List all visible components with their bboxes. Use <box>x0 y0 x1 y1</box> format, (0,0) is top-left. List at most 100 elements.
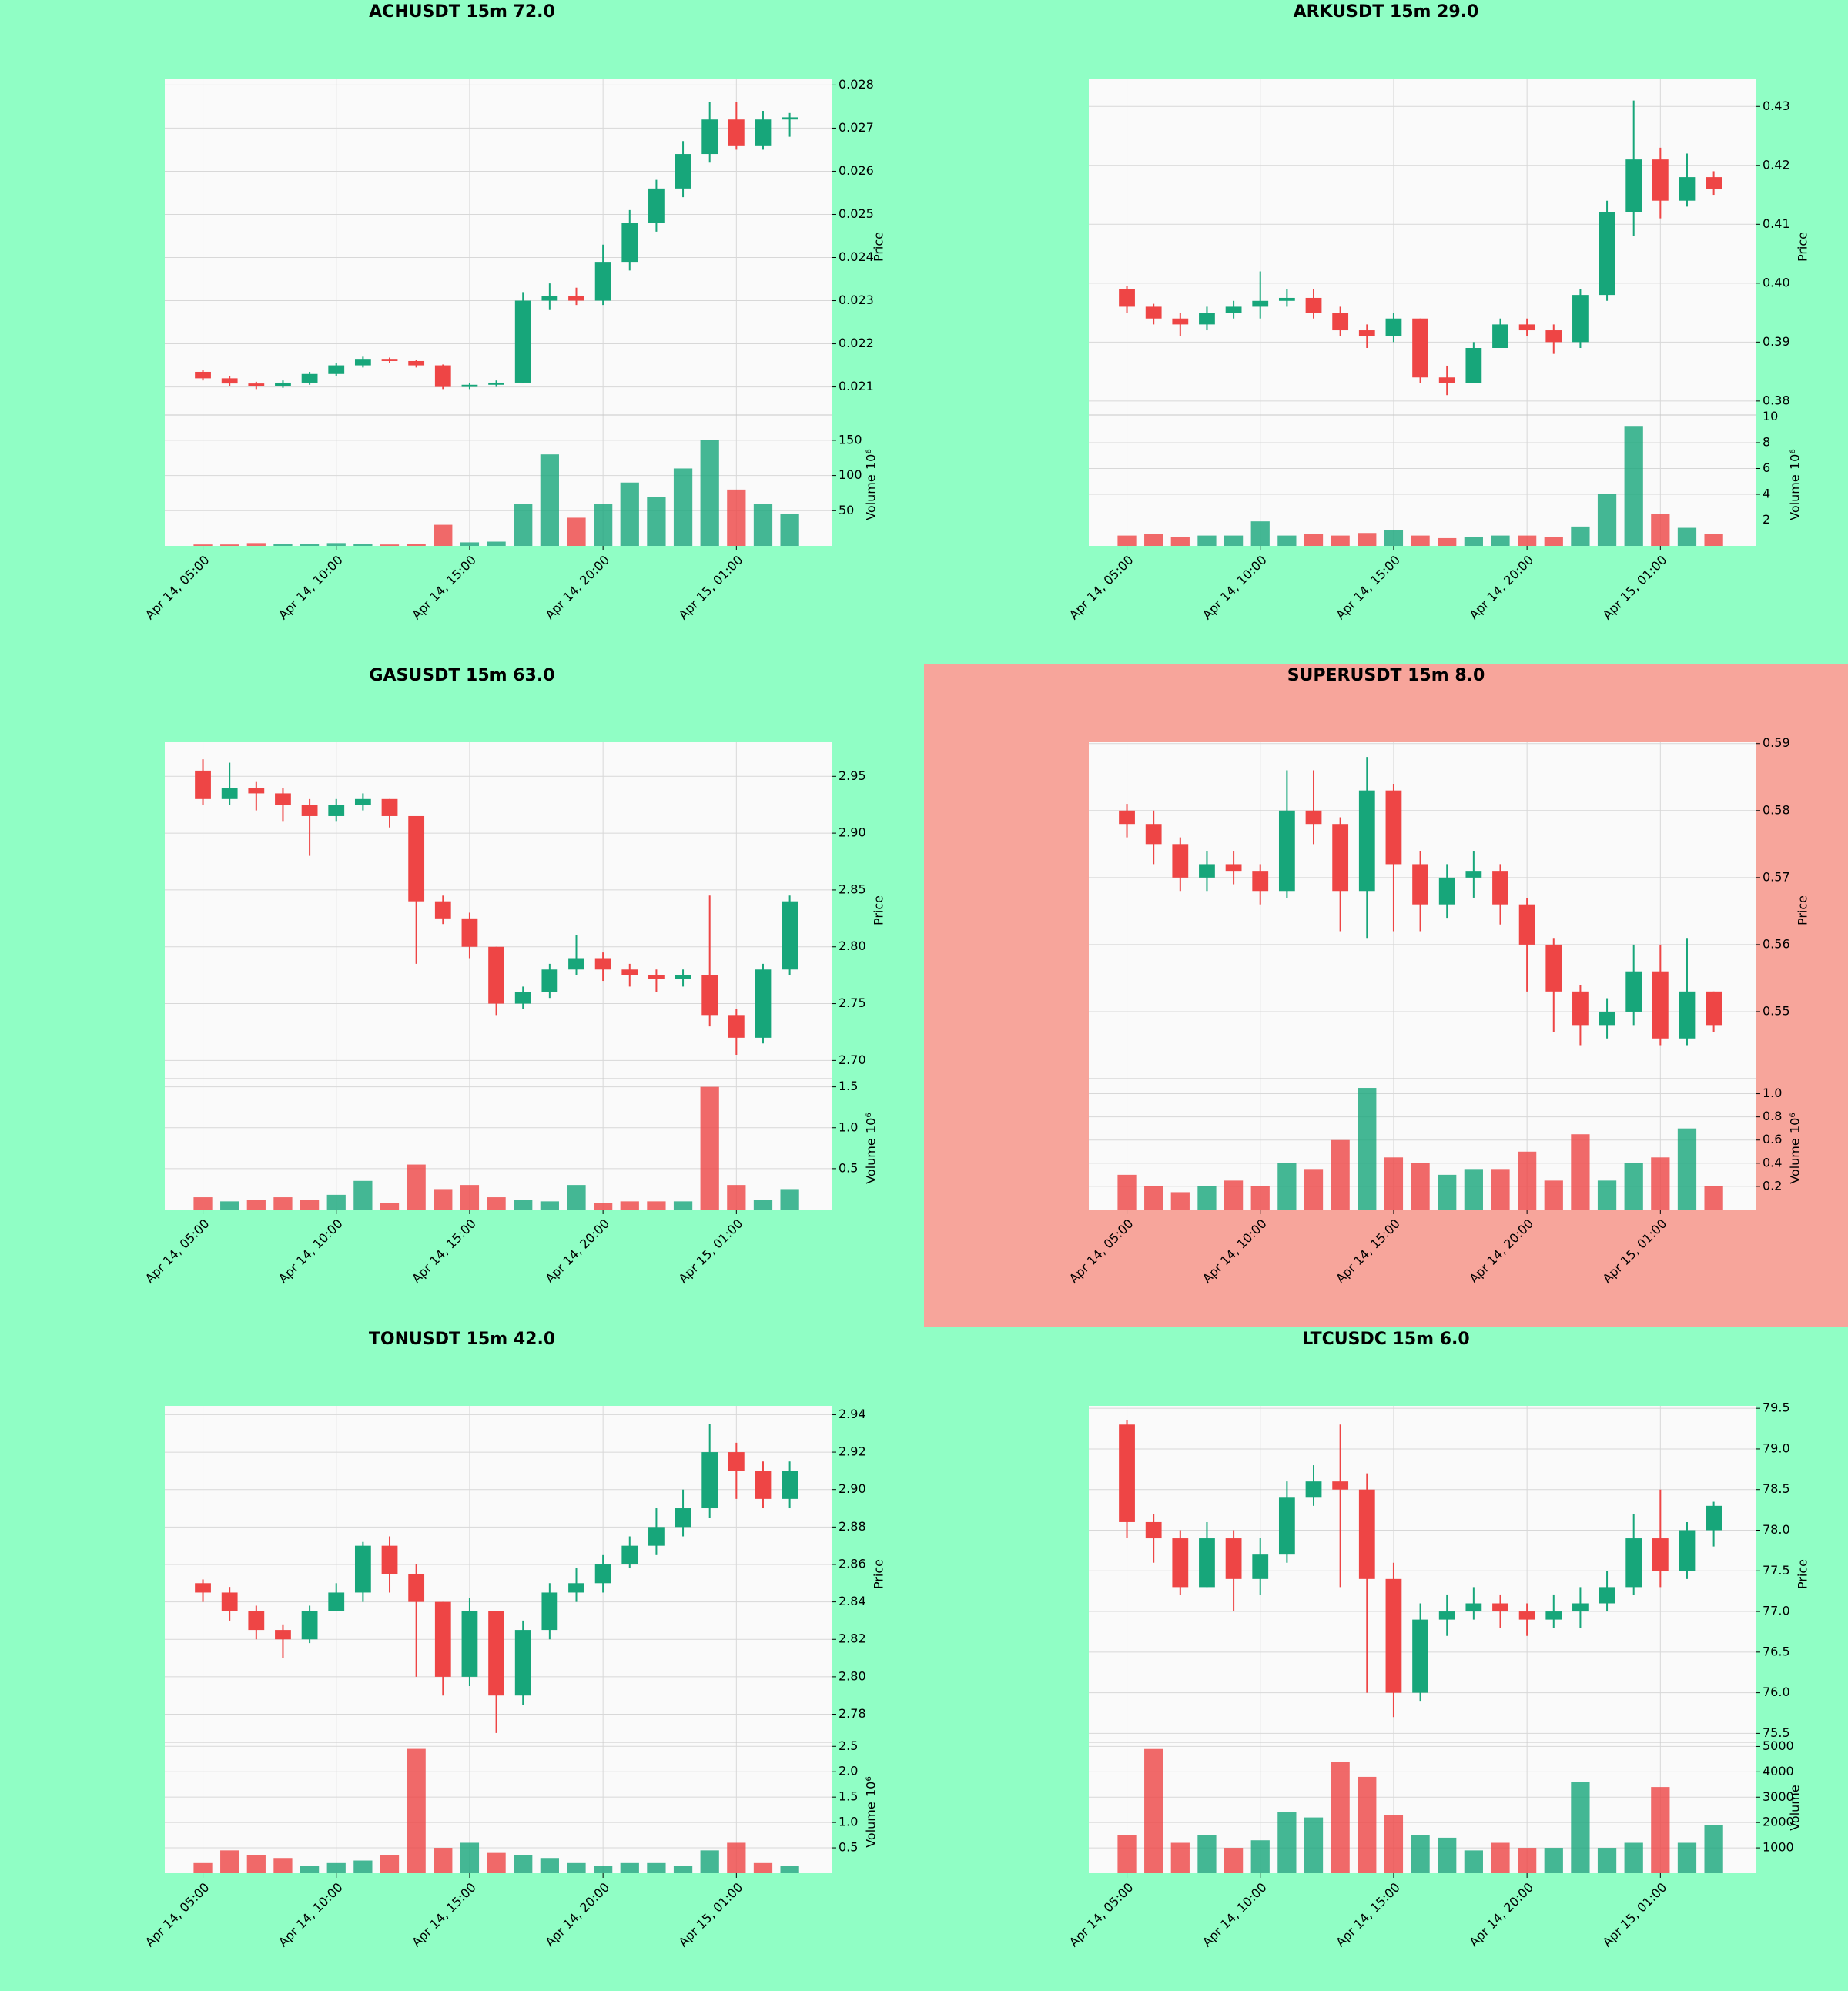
volume-bar <box>1170 1842 1190 1873</box>
volume-bar <box>514 1855 533 1873</box>
candle-body <box>275 793 291 805</box>
candle-body <box>541 1592 558 1631</box>
volume-tick-label: 4000 <box>1763 1764 1794 1779</box>
candle-body <box>1145 1521 1162 1539</box>
y-tick-label: 0.58 <box>1763 802 1790 817</box>
candle-body <box>1679 1530 1696 1571</box>
y-tick-label: 0.57 <box>1763 869 1790 884</box>
volume-bar <box>273 544 293 546</box>
candle-body <box>1412 318 1428 378</box>
volume-bar <box>460 1842 480 1873</box>
volume-bar <box>460 1185 480 1210</box>
volume-bar <box>1677 527 1697 546</box>
candle-body <box>328 365 345 374</box>
volume-axis-label: Volume <box>864 474 879 520</box>
candle-body <box>381 798 398 816</box>
candle-body <box>1706 991 1722 1026</box>
volume-bar <box>647 1201 666 1210</box>
candle-body <box>1172 844 1189 878</box>
volume-bar <box>620 1201 639 1210</box>
candle-body <box>1572 1603 1589 1612</box>
candle-body <box>1465 1603 1482 1612</box>
volume-bar <box>1491 1169 1510 1210</box>
volume-bar <box>1117 535 1137 546</box>
candle-body <box>461 384 478 387</box>
candle-body <box>1465 871 1482 878</box>
volume-scale-label: 10⁶ <box>864 1776 879 1797</box>
volume-bar <box>567 1185 586 1210</box>
volume-bar <box>487 1197 506 1210</box>
y-axis-label: Price <box>1796 232 1810 262</box>
volume-bar <box>1571 1782 1590 1873</box>
volume-bar <box>1704 1186 1723 1210</box>
volume-bar <box>1411 535 1430 546</box>
volume-tick-label: 2 <box>1763 512 1770 527</box>
volume-bar <box>514 1200 533 1210</box>
volume-tick-label: 6 <box>1763 460 1770 475</box>
volume-bar <box>1277 1812 1297 1873</box>
volume-bar <box>1411 1835 1430 1873</box>
candle-body <box>1172 318 1189 325</box>
candle-body <box>621 1545 638 1564</box>
volume-axis-label: Volume <box>864 1138 879 1184</box>
candle-body <box>488 1611 504 1696</box>
candle-body <box>1199 1538 1215 1588</box>
candle-body <box>568 958 584 970</box>
candle-body <box>1599 212 1615 296</box>
y-tick-label: 0.025 <box>839 206 874 221</box>
candle-body <box>1252 1554 1269 1579</box>
candle-body <box>1438 877 1455 905</box>
candle-body <box>1145 306 1162 319</box>
volume-bar <box>1464 1169 1483 1210</box>
candle-body <box>1412 1619 1428 1693</box>
candle-body <box>1252 300 1269 307</box>
y-tick-label: 76.5 <box>1763 1644 1790 1658</box>
candle-body <box>461 1611 478 1677</box>
volume-bar <box>700 1850 719 1873</box>
volume-tick-label: 4 <box>1763 487 1770 501</box>
volume-bar <box>1224 535 1244 546</box>
candle-body <box>195 1583 211 1593</box>
candle-body <box>195 371 211 379</box>
y-tick-label: 0.024 <box>839 249 874 264</box>
volume-axis-label: Volume <box>1788 474 1803 520</box>
volume-bar <box>434 524 453 546</box>
y-tick-label: 76.0 <box>1763 1685 1790 1699</box>
volume-bar <box>1144 534 1163 546</box>
volume-bar <box>514 504 533 546</box>
volume-bar <box>246 1855 266 1873</box>
y-tick-label: 2.94 <box>839 1407 866 1421</box>
candle-body <box>1358 330 1375 336</box>
candle-body <box>701 1452 718 1509</box>
volume-tick-label: 50 <box>839 503 854 517</box>
y-tick-label: 0.021 <box>839 379 874 393</box>
candle-body <box>275 1630 291 1640</box>
chart-title: SUPERUSDT 15m 8.0 <box>1287 666 1485 685</box>
candle-body <box>1145 824 1162 845</box>
candle-body <box>488 382 504 385</box>
candle-body <box>221 1592 238 1611</box>
volume-bar <box>1464 1850 1483 1873</box>
y-tick-label: 2.80 <box>839 1668 866 1683</box>
volume-bar <box>1438 1837 1457 1873</box>
volume-bar <box>246 1200 266 1210</box>
y-tick-label: 2.84 <box>839 1594 866 1608</box>
volume-bar <box>753 1862 773 1873</box>
volume-bar <box>1597 1180 1617 1210</box>
y-tick-label: 2.75 <box>839 996 866 1010</box>
y-tick-label: 78.0 <box>1763 1522 1790 1537</box>
candle-body <box>1358 790 1375 892</box>
volume-bar <box>1358 1776 1377 1873</box>
volume-bar <box>1518 1151 1537 1210</box>
volume-bar <box>487 541 506 546</box>
volume-bar <box>1117 1835 1137 1873</box>
volume-bar <box>1331 1139 1350 1210</box>
volume-bar <box>1250 1186 1270 1210</box>
volume-bar <box>594 1203 613 1210</box>
candle-body <box>354 798 371 805</box>
volume-tick-label: 8 <box>1763 435 1770 450</box>
volume-bar <box>1170 1192 1190 1210</box>
candle-body <box>594 262 611 301</box>
candle-body <box>1332 824 1349 892</box>
volume-bar <box>753 1200 773 1210</box>
